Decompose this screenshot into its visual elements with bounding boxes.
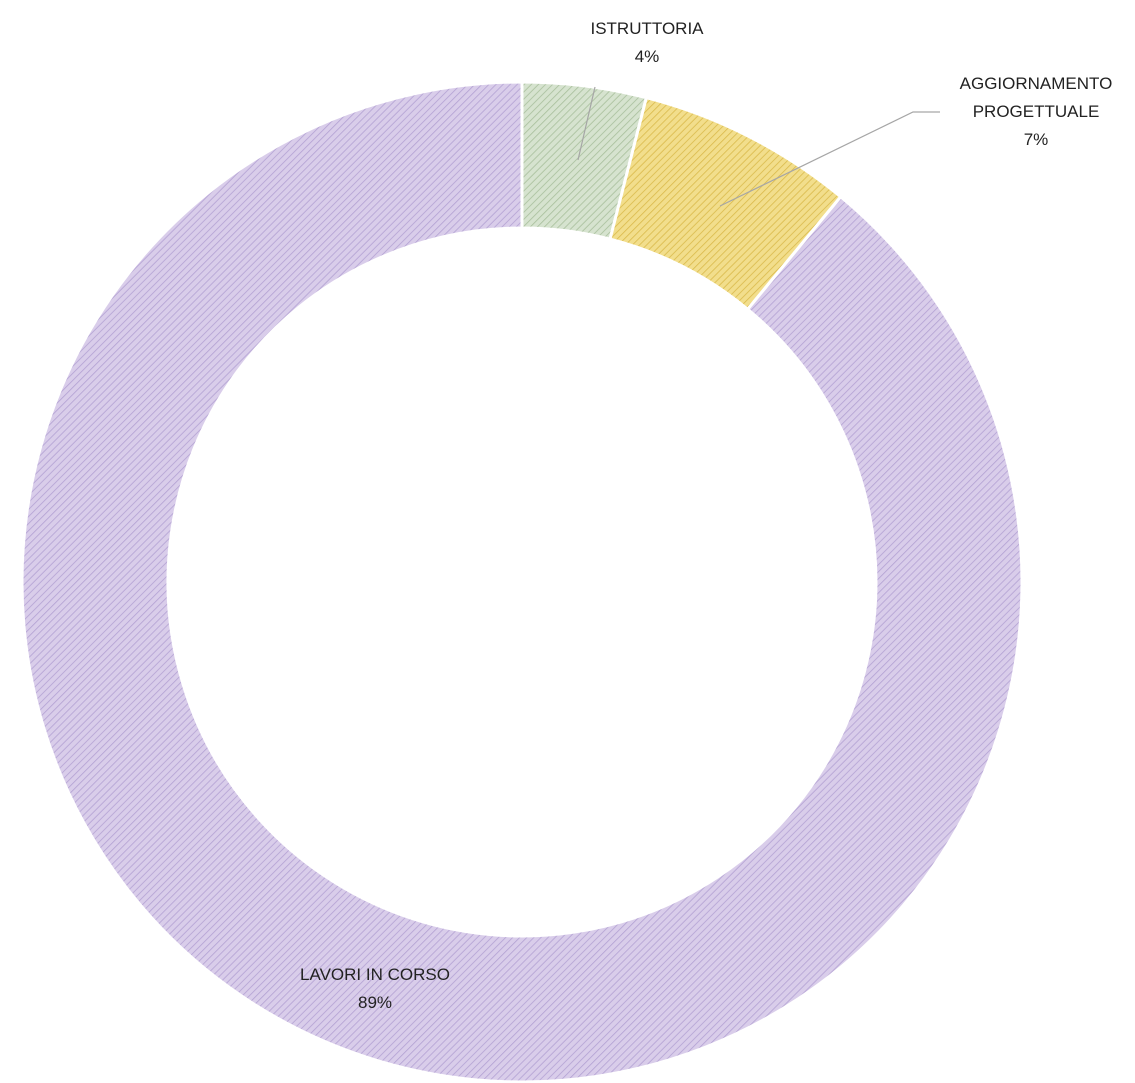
- slice-lavori-in-corso: [20, 80, 1024, 1083]
- data-labels: ISTRUTTORIA 4% AGGIORNAMENTO PROGETTUALE 7% L…: [300, 19, 1112, 1012]
- data-label-category: AGGIORNAMENTO: [960, 74, 1113, 93]
- leader-lines: [577, 86, 940, 207]
- data-label-value: 7%: [1024, 130, 1049, 149]
- data-label-value: 89%: [358, 993, 392, 1012]
- data-label-aggiornamento-progettuale: AGGIORNAMENTO PROGETTUALE 7%: [960, 74, 1113, 149]
- leader-line-istruttoria: [577, 86, 596, 161]
- leader-line-aggiornamento-progettuale: [719, 111, 940, 207]
- data-label-category: LAVORI IN CORSO: [300, 965, 450, 984]
- data-label-lavori-in-corso: LAVORI IN CORSO 89%: [300, 965, 450, 1012]
- data-label-istruttoria: ISTRUTTORIA 4%: [590, 19, 704, 66]
- donut-slices: [20, 80, 1024, 1083]
- data-label-category: PROGETTUALE: [973, 102, 1100, 121]
- data-label-value: 4%: [635, 47, 660, 66]
- data-label-category: ISTRUTTORIA: [590, 19, 704, 38]
